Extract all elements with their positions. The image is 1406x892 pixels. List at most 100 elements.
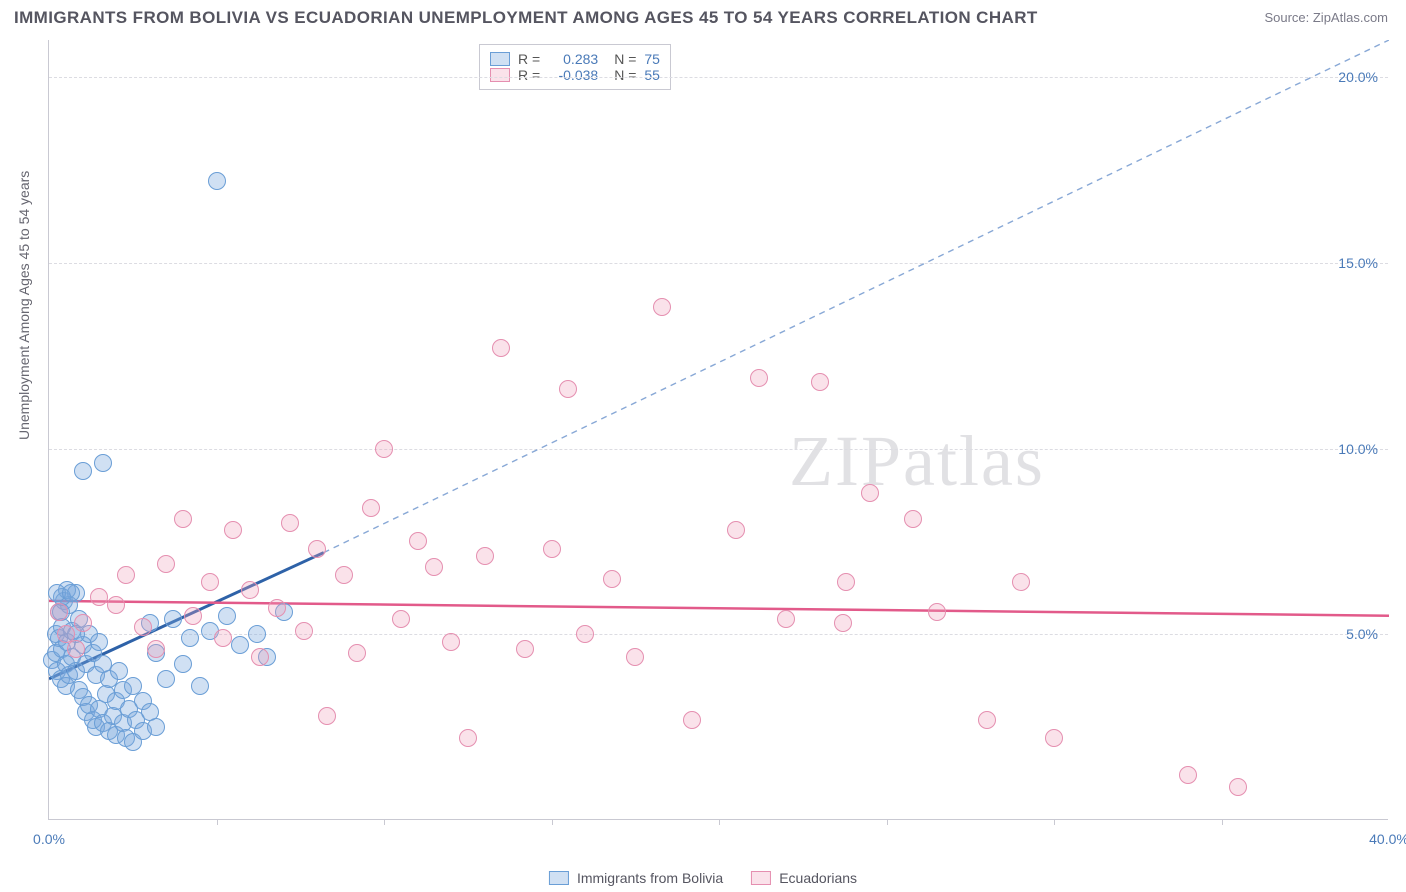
data-point-ecuadorians bbox=[543, 540, 561, 558]
data-point-ecuadorians bbox=[476, 547, 494, 565]
data-point-ecuadorians bbox=[653, 298, 671, 316]
legend-item-bolivia: Immigrants from Bolivia bbox=[549, 870, 723, 886]
y-tick-label: 5.0% bbox=[1346, 626, 1378, 642]
data-point-ecuadorians bbox=[201, 573, 219, 591]
data-point-ecuadorians bbox=[492, 339, 510, 357]
data-point-bolivia bbox=[94, 454, 112, 472]
data-point-ecuadorians bbox=[442, 633, 460, 651]
data-point-ecuadorians bbox=[241, 581, 259, 599]
data-point-ecuadorians bbox=[157, 555, 175, 573]
data-point-ecuadorians bbox=[727, 521, 745, 539]
x-tickmark bbox=[384, 819, 385, 825]
data-point-ecuadorians bbox=[318, 707, 336, 725]
data-point-ecuadorians bbox=[134, 618, 152, 636]
data-point-bolivia bbox=[90, 633, 108, 651]
r-value-bolivia: 0.283 bbox=[548, 51, 598, 67]
x-tick-label: 40.0% bbox=[1369, 831, 1406, 847]
data-point-bolivia bbox=[174, 655, 192, 673]
y-tick-label: 10.0% bbox=[1338, 441, 1378, 457]
r-label: R = bbox=[518, 67, 540, 83]
n-label: N = bbox=[614, 67, 636, 83]
data-point-ecuadorians bbox=[1045, 729, 1063, 747]
data-point-bolivia bbox=[191, 677, 209, 695]
data-point-ecuadorians bbox=[425, 558, 443, 576]
x-tickmark bbox=[1054, 819, 1055, 825]
source-attribution: Source: ZipAtlas.com bbox=[1264, 10, 1388, 25]
data-point-ecuadorians bbox=[74, 614, 92, 632]
data-point-ecuadorians bbox=[375, 440, 393, 458]
data-point-ecuadorians bbox=[683, 711, 701, 729]
data-point-bolivia bbox=[110, 662, 128, 680]
data-point-ecuadorians bbox=[1229, 778, 1247, 796]
data-point-ecuadorians bbox=[459, 729, 477, 747]
n-label: N = bbox=[614, 51, 636, 67]
y-tick-label: 15.0% bbox=[1338, 255, 1378, 271]
data-point-ecuadorians bbox=[214, 629, 232, 647]
data-point-ecuadorians bbox=[750, 369, 768, 387]
data-point-ecuadorians bbox=[576, 625, 594, 643]
trendline-dashed bbox=[324, 40, 1389, 553]
data-point-ecuadorians bbox=[117, 566, 135, 584]
data-point-ecuadorians bbox=[251, 648, 269, 666]
data-point-ecuadorians bbox=[1012, 573, 1030, 591]
r-label: R = bbox=[518, 51, 540, 67]
chart-title: IMMIGRANTS FROM BOLIVIA VS ECUADORIAN UN… bbox=[14, 8, 1038, 28]
y-axis-label: Unemployment Among Ages 45 to 54 years bbox=[16, 171, 32, 440]
x-tickmark bbox=[552, 819, 553, 825]
data-point-bolivia bbox=[181, 629, 199, 647]
data-point-ecuadorians bbox=[603, 570, 621, 588]
data-point-ecuadorians bbox=[978, 711, 996, 729]
stats-row-bolivia: R = 0.283 N = 75 bbox=[490, 51, 660, 67]
legend-item-ecuadorians: Ecuadorians bbox=[751, 870, 857, 886]
n-value-ecuadorians: 55 bbox=[644, 67, 660, 83]
data-point-bolivia bbox=[157, 670, 175, 688]
data-point-ecuadorians bbox=[281, 514, 299, 532]
stats-legend: R = 0.283 N = 75 R = -0.038 N = 55 bbox=[479, 44, 671, 90]
data-point-bolivia bbox=[218, 607, 236, 625]
gridline bbox=[49, 77, 1388, 78]
data-point-ecuadorians bbox=[834, 614, 852, 632]
legend-label-bolivia: Immigrants from Bolivia bbox=[577, 870, 723, 886]
data-point-bolivia bbox=[164, 610, 182, 628]
x-tickmark bbox=[1222, 819, 1223, 825]
n-value-bolivia: 75 bbox=[644, 51, 660, 67]
gridline bbox=[49, 263, 1388, 264]
swatch-bolivia bbox=[549, 871, 569, 885]
data-point-ecuadorians bbox=[626, 648, 644, 666]
plot-area: ZIPatlas R = 0.283 N = 75 R = -0.038 N =… bbox=[48, 40, 1388, 820]
data-point-ecuadorians bbox=[928, 603, 946, 621]
watermark: ZIPatlas bbox=[789, 420, 1045, 503]
data-point-ecuadorians bbox=[904, 510, 922, 528]
data-point-ecuadorians bbox=[50, 603, 68, 621]
data-point-ecuadorians bbox=[174, 510, 192, 528]
data-point-ecuadorians bbox=[308, 540, 326, 558]
data-point-bolivia bbox=[74, 462, 92, 480]
data-point-ecuadorians bbox=[777, 610, 795, 628]
trendlines-svg bbox=[49, 40, 1389, 820]
data-point-ecuadorians bbox=[811, 373, 829, 391]
data-point-ecuadorians bbox=[861, 484, 879, 502]
data-point-ecuadorians bbox=[295, 622, 313, 640]
data-point-ecuadorians bbox=[516, 640, 534, 658]
data-point-bolivia bbox=[62, 584, 80, 602]
x-tickmark bbox=[719, 819, 720, 825]
data-point-ecuadorians bbox=[107, 596, 125, 614]
x-tickmark bbox=[217, 819, 218, 825]
trendline-solid bbox=[49, 601, 1389, 616]
stats-row-ecuadorians: R = -0.038 N = 55 bbox=[490, 67, 660, 83]
data-point-ecuadorians bbox=[224, 521, 242, 539]
swatch-ecuadorians bbox=[751, 871, 771, 885]
data-point-ecuadorians bbox=[559, 380, 577, 398]
bottom-legend: Immigrants from Bolivia Ecuadorians bbox=[549, 870, 857, 886]
data-point-bolivia bbox=[147, 718, 165, 736]
data-point-ecuadorians bbox=[362, 499, 380, 517]
data-point-ecuadorians bbox=[90, 588, 108, 606]
data-point-bolivia bbox=[208, 172, 226, 190]
legend-label-ecuadorians: Ecuadorians bbox=[779, 870, 857, 886]
swatch-bolivia bbox=[490, 52, 510, 66]
swatch-ecuadorians bbox=[490, 68, 510, 82]
x-tick-label: 0.0% bbox=[33, 831, 65, 847]
data-point-ecuadorians bbox=[67, 640, 85, 658]
data-point-ecuadorians bbox=[147, 640, 165, 658]
x-tickmark bbox=[887, 819, 888, 825]
